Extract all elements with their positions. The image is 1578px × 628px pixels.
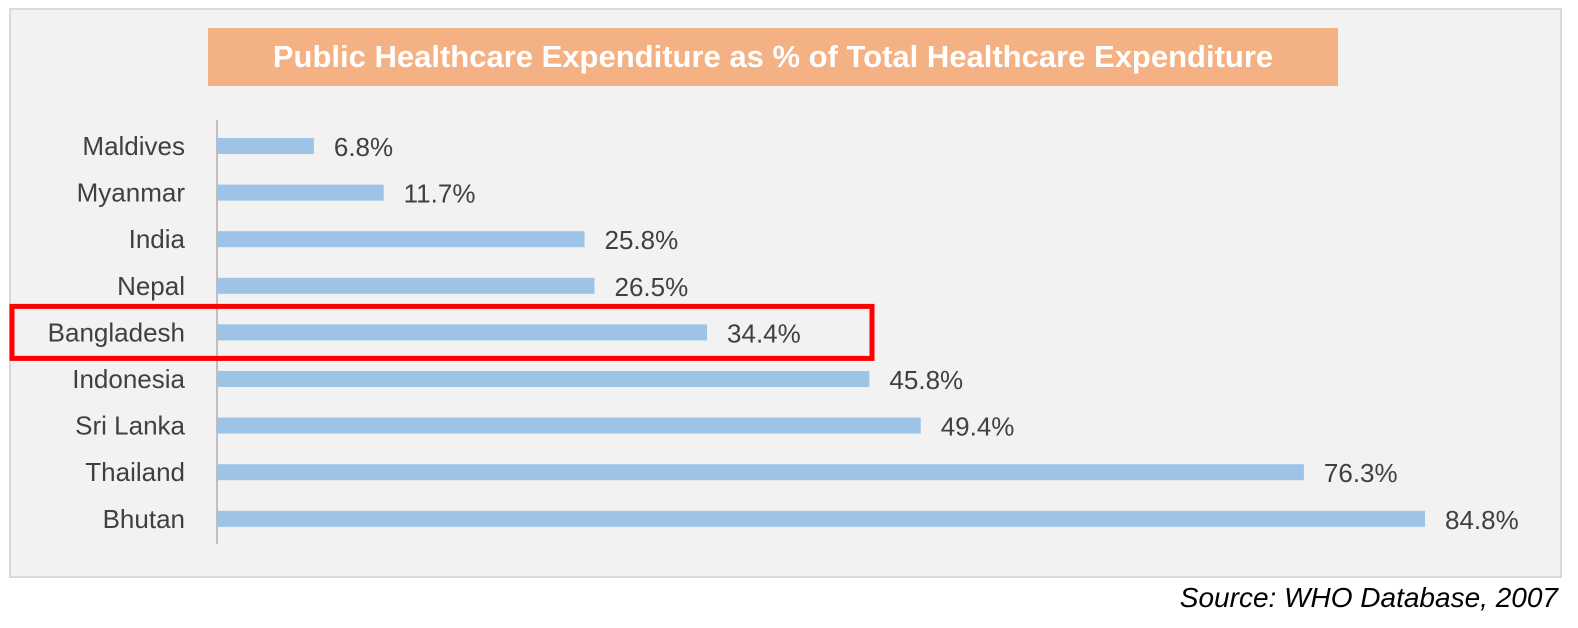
category-label: Nepal xyxy=(117,271,185,301)
data-label: 34.4% xyxy=(727,318,801,348)
bar xyxy=(217,371,870,387)
bar xyxy=(217,138,314,154)
data-label: 84.8% xyxy=(1445,505,1519,535)
category-label: Bhutan xyxy=(103,504,185,534)
data-label: 26.5% xyxy=(615,272,689,302)
data-label: 45.8% xyxy=(889,365,963,395)
source-note: Source: WHO Database, 2007 xyxy=(1179,582,1558,613)
data-label: 49.4% xyxy=(941,412,1015,442)
category-label: Thailand xyxy=(85,457,185,487)
bar xyxy=(217,231,585,248)
data-label: 6.8% xyxy=(334,132,393,162)
data-label: 11.7% xyxy=(404,179,476,209)
category-label: India xyxy=(129,224,186,254)
category-label: Indonesia xyxy=(72,364,185,394)
bar xyxy=(217,277,595,294)
category-label: Maldives xyxy=(82,131,185,161)
bar xyxy=(217,464,1304,481)
category-label: Sri Lanka xyxy=(75,411,185,441)
category-label: Myanmar xyxy=(77,178,186,208)
bar xyxy=(217,417,921,434)
category-label: Bangladesh xyxy=(48,317,185,347)
data-label: 25.8% xyxy=(605,225,679,255)
highlight-box xyxy=(9,303,875,361)
bar xyxy=(217,184,384,201)
chart-title: Public Healthcare Expenditure as % of To… xyxy=(208,28,1338,86)
bar xyxy=(217,510,1425,527)
data-label: 76.3% xyxy=(1324,458,1398,488)
bar xyxy=(217,324,708,341)
